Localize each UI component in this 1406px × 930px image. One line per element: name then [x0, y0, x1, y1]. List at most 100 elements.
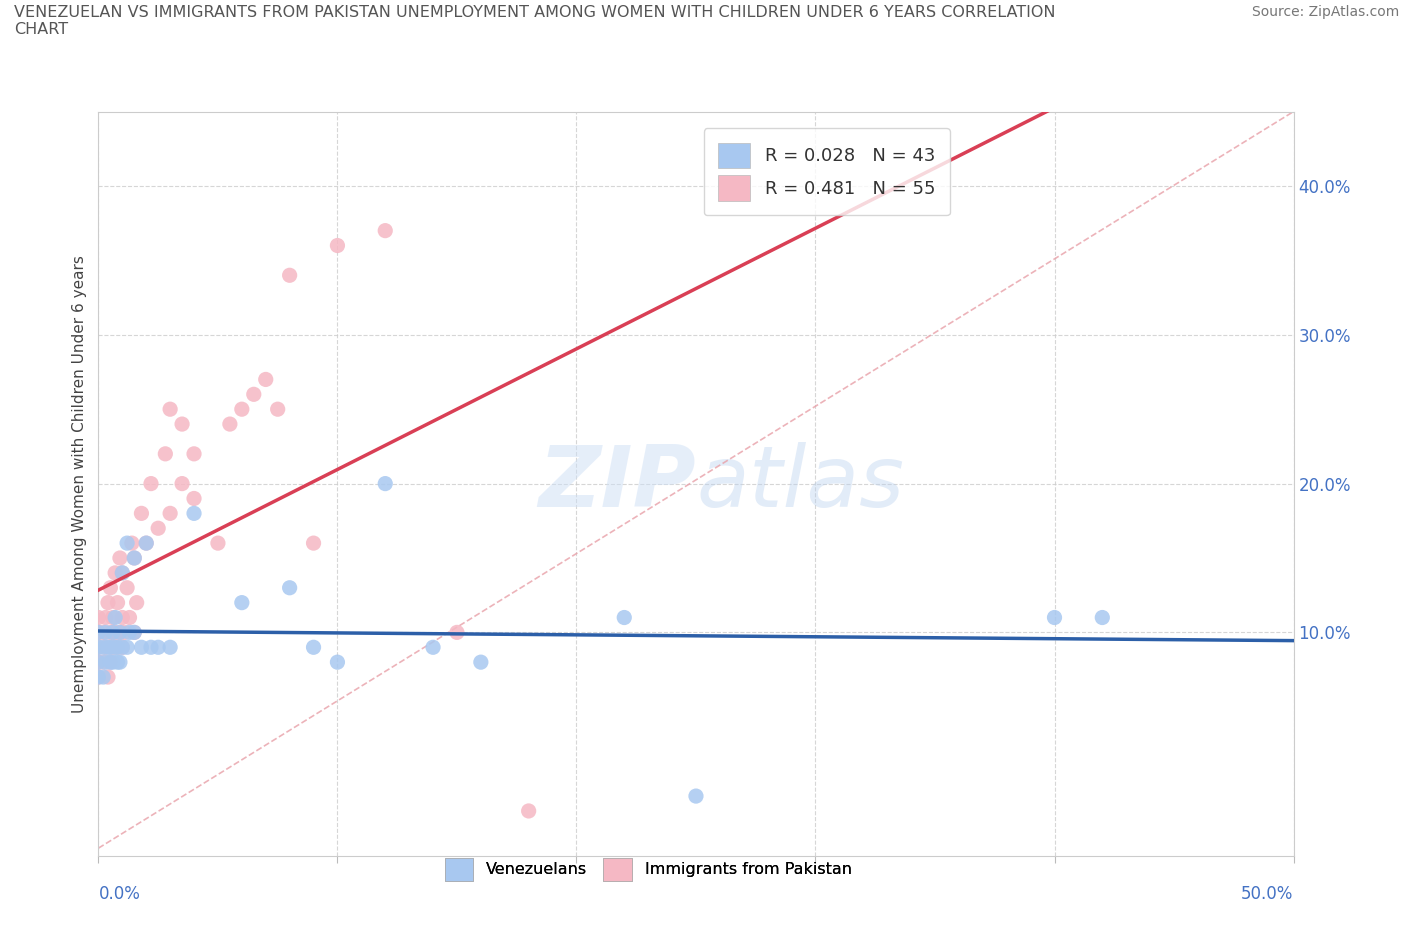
- Point: [111, 640, 134, 655]
- Point: [87, 610, 110, 625]
- Point: [148, 640, 170, 655]
- Point: [159, 640, 181, 655]
- Point: [613, 610, 636, 625]
- Point: [87, 640, 110, 655]
- Point: [278, 268, 301, 283]
- Point: [98, 655, 122, 670]
- Point: [118, 625, 141, 640]
- Point: [148, 521, 170, 536]
- Point: [125, 595, 148, 610]
- Point: [183, 446, 205, 461]
- Point: [111, 565, 134, 580]
- Point: [91, 655, 114, 670]
- Point: [108, 551, 131, 565]
- Point: [183, 491, 205, 506]
- Point: [243, 387, 266, 402]
- Point: [118, 610, 141, 625]
- Point: [1091, 610, 1114, 625]
- Point: [87, 655, 110, 670]
- Point: [172, 476, 194, 491]
- Point: [231, 595, 253, 610]
- Point: [101, 625, 124, 640]
- Point: [135, 536, 157, 551]
- Text: VENEZUELAN VS IMMIGRANTS FROM PAKISTAN UNEMPLOYMENT AMONG WOMEN WITH CHILDREN UN: VENEZUELAN VS IMMIGRANTS FROM PAKISTAN U…: [14, 5, 1056, 37]
- Point: [87, 655, 110, 670]
- Point: [107, 655, 129, 670]
- Point: [97, 670, 120, 684]
- Point: [111, 640, 134, 655]
- Point: [98, 580, 122, 595]
- Point: [97, 595, 120, 610]
- Point: [98, 655, 122, 670]
- Text: Source: ZipAtlas.com: Source: ZipAtlas.com: [1251, 5, 1399, 19]
- Point: [101, 610, 124, 625]
- Point: [104, 625, 127, 640]
- Point: [302, 536, 325, 551]
- Point: [172, 417, 194, 432]
- Point: [107, 595, 129, 610]
- Point: [374, 223, 396, 238]
- Point: [87, 640, 110, 655]
- Legend: Venezuelans, Immigrants from Pakistan: Venezuelans, Immigrants from Pakistan: [437, 850, 859, 888]
- Point: [422, 640, 444, 655]
- Point: [207, 536, 229, 551]
- Text: 50.0%: 50.0%: [1241, 885, 1294, 903]
- Text: 0.0%: 0.0%: [98, 885, 141, 903]
- Point: [278, 580, 301, 595]
- Point: [374, 476, 396, 491]
- Point: [87, 670, 110, 684]
- Point: [139, 476, 162, 491]
- Point: [183, 506, 205, 521]
- Point: [115, 580, 138, 595]
- Point: [97, 640, 120, 655]
- Point: [87, 625, 110, 640]
- Point: [470, 655, 492, 670]
- Point: [326, 238, 349, 253]
- Point: [159, 402, 181, 417]
- Point: [98, 625, 122, 640]
- Point: [91, 640, 114, 655]
- Point: [101, 655, 124, 670]
- Point: [131, 640, 153, 655]
- Point: [159, 506, 181, 521]
- Point: [517, 804, 540, 818]
- Point: [685, 789, 707, 804]
- Point: [94, 640, 117, 655]
- Point: [111, 565, 134, 580]
- Point: [104, 610, 127, 625]
- Point: [108, 625, 131, 640]
- Point: [124, 551, 146, 565]
- Point: [91, 625, 114, 640]
- Point: [446, 625, 468, 640]
- Point: [87, 670, 110, 684]
- Point: [94, 625, 117, 640]
- Point: [121, 536, 143, 551]
- Y-axis label: Unemployment Among Women with Children Under 6 years: Unemployment Among Women with Children U…: [72, 255, 87, 712]
- Point: [1043, 610, 1066, 625]
- Point: [231, 402, 253, 417]
- Point: [108, 625, 131, 640]
- Point: [135, 536, 157, 551]
- Point: [107, 640, 129, 655]
- Point: [114, 625, 136, 640]
- Point: [91, 670, 114, 684]
- Point: [94, 610, 117, 625]
- Point: [98, 640, 122, 655]
- Point: [267, 402, 290, 417]
- Point: [219, 417, 242, 432]
- Point: [108, 655, 131, 670]
- Point: [115, 640, 138, 655]
- Point: [139, 640, 162, 655]
- Point: [155, 446, 177, 461]
- Point: [111, 610, 134, 625]
- Point: [94, 655, 117, 670]
- Point: [104, 640, 127, 655]
- Text: ZIP: ZIP: [538, 442, 696, 525]
- Point: [107, 640, 129, 655]
- Point: [115, 536, 138, 551]
- Point: [124, 625, 146, 640]
- Point: [104, 565, 127, 580]
- Point: [124, 625, 146, 640]
- Point: [131, 506, 153, 521]
- Point: [124, 551, 146, 565]
